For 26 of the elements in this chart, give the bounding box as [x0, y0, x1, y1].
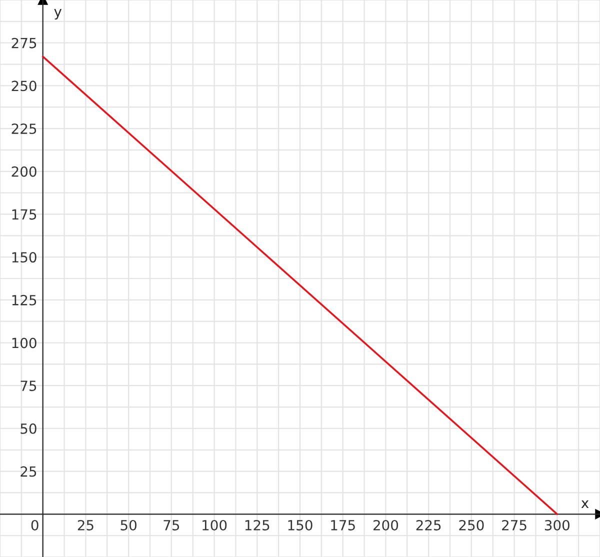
y-tick-label: 150	[12, 252, 36, 263]
y-tick-label: 25	[20, 466, 36, 477]
x-tick-label: 75	[164, 520, 180, 530]
x-tick-label: 150	[288, 520, 312, 530]
x-tick-label: 300	[544, 520, 570, 530]
x-tick-label: 125	[245, 520, 270, 530]
x-tick-label: 250	[459, 520, 484, 530]
y-axis-title: y	[54, 9, 62, 20]
y-tick-label: 100	[12, 338, 36, 348]
y-tick-label: 175	[12, 209, 36, 220]
y-tick-label: 225	[12, 124, 36, 134]
y-tick-label: 50	[20, 423, 36, 434]
y-tick-label: 250	[12, 80, 36, 92]
y-tick-label: 200	[12, 166, 36, 177]
x-tick-label: 175	[331, 520, 355, 530]
x-tick-label: 25	[78, 520, 94, 530]
x-tick-label: 0	[31, 520, 38, 530]
y-tick-label: 275	[12, 38, 36, 48]
y-tick-label: 75	[20, 380, 36, 392]
x-tick-label: 200	[373, 520, 398, 530]
y-tick-label: 125	[12, 294, 36, 306]
x-axis-title: x	[581, 500, 589, 508]
x-tick-label: 100	[202, 520, 227, 530]
x-tick-label: 50	[120, 520, 136, 530]
x-tick-label: 225	[416, 520, 441, 530]
x-tick-label: 275	[502, 520, 526, 530]
